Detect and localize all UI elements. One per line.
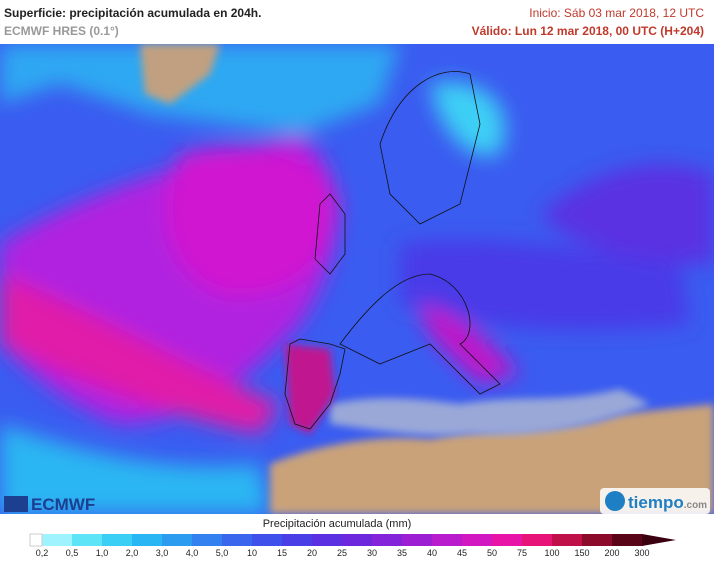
colorbar-segment — [342, 534, 373, 546]
map-title: Superficie: precipitación acumulada en 2… — [4, 6, 262, 20]
iberia — [285, 344, 335, 434]
colorbar-tick-label: 75 — [517, 548, 527, 558]
colorbar-tick-label: 30 — [367, 548, 377, 558]
colorbar-label: Precipitación acumulada (mm) — [263, 518, 412, 530]
colorbar-tick-label: 50 — [487, 548, 497, 558]
colorbar-segment — [222, 534, 253, 546]
colorbar-tick-label: 100 — [544, 548, 559, 558]
colorbar-tick-label: 35 — [397, 548, 407, 558]
colorbar-tick-label: 0,5 — [66, 548, 79, 558]
colorbar-tick-label: 2,0 — [126, 548, 139, 558]
colorbar-segment — [582, 534, 613, 546]
valid-time: Válido: Lun 12 mar 2018, 00 UTC (H+204) — [471, 24, 704, 38]
colorbar-tick-label: 45 — [457, 548, 467, 558]
colorbar-tick-label: 300 — [634, 548, 649, 558]
colorbar-tick-label: 10 — [247, 548, 257, 558]
colorbar-segment — [102, 534, 133, 546]
colorbar-tick-label: 150 — [574, 548, 589, 558]
colorbar-segment — [282, 534, 313, 546]
colorbar-segment — [462, 534, 493, 546]
colorbar-segment — [42, 534, 73, 546]
colorbar-segment — [492, 534, 523, 546]
model-name: ECMWF HRES (0.1°) — [4, 24, 119, 38]
colorbar-tick-label: 0,2 — [36, 548, 49, 558]
colorbar-segment — [372, 534, 403, 546]
logo-text: tiempo.com — [628, 493, 707, 512]
colorbar-segment — [402, 534, 433, 546]
init-time: Inicio: Sáb 03 mar 2018, 12 UTC — [529, 6, 704, 20]
colorbar-tick-label: 5,0 — [216, 548, 229, 558]
map: ECMWF tiempo.com — [0, 44, 714, 514]
logo-text: ECMWF — [31, 495, 95, 514]
precip-field — [0, 44, 714, 514]
colorbar-tick-label: 4,0 — [186, 548, 199, 558]
colorbar-segment — [432, 534, 463, 546]
colorbar-tick-label: 200 — [604, 548, 619, 558]
colorbar-tick-label: 25 — [337, 548, 347, 558]
greenland — [140, 44, 220, 104]
mediterranean — [330, 389, 650, 436]
colorbar-tick-label: 3,0 — [156, 548, 169, 558]
colorbar-tick-label: 40 — [427, 548, 437, 558]
colorbar-segment — [312, 534, 343, 546]
colorbar-tick-label: 1,0 — [96, 548, 109, 558]
africa-land — [270, 404, 714, 514]
colorbar: Precipitación acumulada (mm) 0,2 0,5 1,0 2,… — [29, 518, 676, 558]
colorbar-arrow — [642, 534, 676, 546]
coastlines — [284, 71, 501, 430]
colorbar-segment — [132, 534, 163, 546]
colorbar-segment — [252, 534, 283, 546]
colorbar-segment — [192, 534, 223, 546]
colorbar-segment — [612, 534, 643, 546]
colorbar-start — [29, 533, 43, 547]
colorbar-tick-label: 15 — [277, 548, 287, 558]
tiempo-logo: tiempo.com — [600, 488, 710, 514]
colorbar-segment — [72, 534, 103, 546]
colorbar-segment — [522, 534, 553, 546]
colorbar-segment — [552, 534, 583, 546]
colorbar-segment — [162, 534, 193, 546]
ecmwf-logo: ECMWF — [4, 495, 95, 514]
colorbar-tick-label: 20 — [307, 548, 317, 558]
